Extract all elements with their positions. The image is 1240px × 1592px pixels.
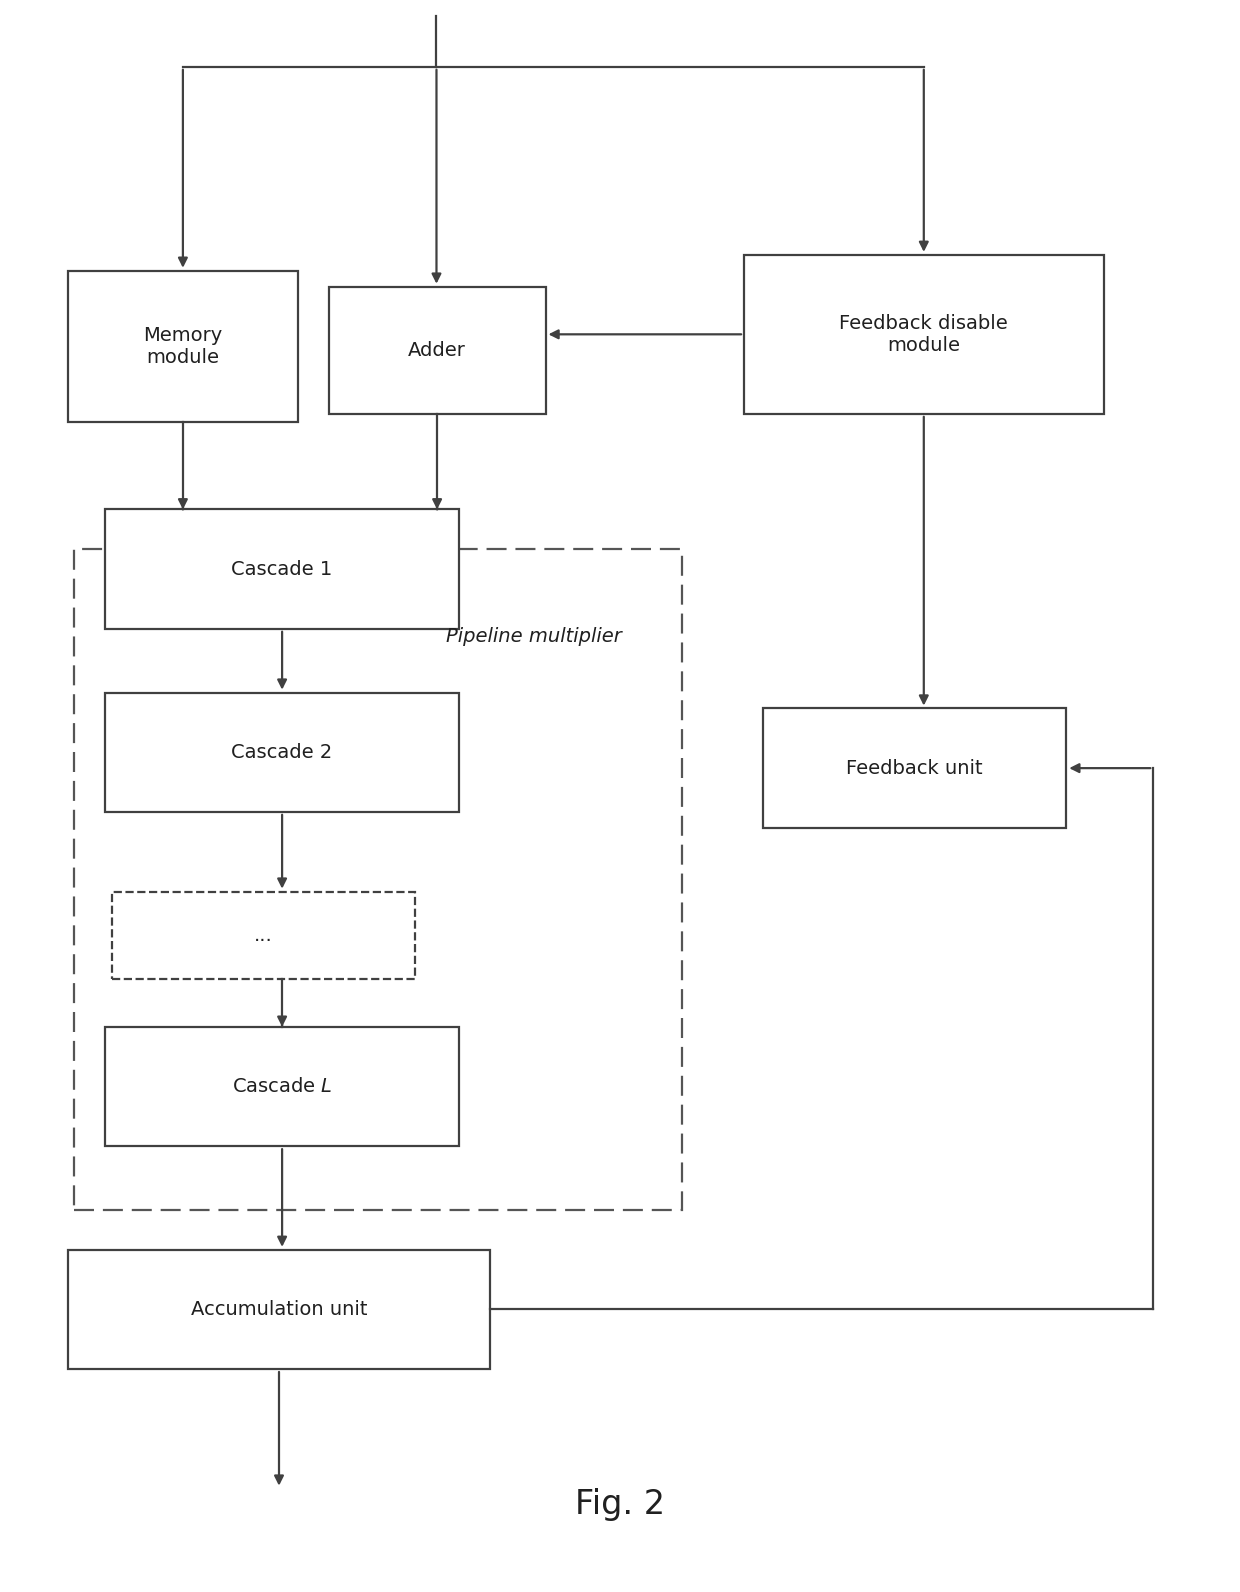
Bar xyxy=(105,1027,459,1146)
Text: Pipeline multiplier: Pipeline multiplier xyxy=(446,627,622,646)
Bar xyxy=(68,271,298,422)
Bar xyxy=(105,509,459,629)
Bar xyxy=(68,1250,490,1369)
Bar xyxy=(763,708,1066,828)
Bar xyxy=(74,549,682,1210)
Text: Fig. 2: Fig. 2 xyxy=(575,1489,665,1520)
Text: Accumulation unit: Accumulation unit xyxy=(191,1301,367,1318)
Text: Cascade $\mathit{L}$: Cascade $\mathit{L}$ xyxy=(232,1078,332,1095)
Text: ...: ... xyxy=(254,927,273,944)
Bar xyxy=(112,892,415,979)
Bar xyxy=(744,255,1104,414)
Text: Memory
module: Memory module xyxy=(144,326,222,366)
Text: Cascade 1: Cascade 1 xyxy=(232,560,332,578)
Text: Feedback disable
module: Feedback disable module xyxy=(839,314,1008,355)
Text: Cascade 2: Cascade 2 xyxy=(232,743,332,761)
Bar xyxy=(105,693,459,812)
Text: Adder: Adder xyxy=(408,341,466,360)
Bar xyxy=(329,287,546,414)
Text: Feedback unit: Feedback unit xyxy=(846,759,983,777)
